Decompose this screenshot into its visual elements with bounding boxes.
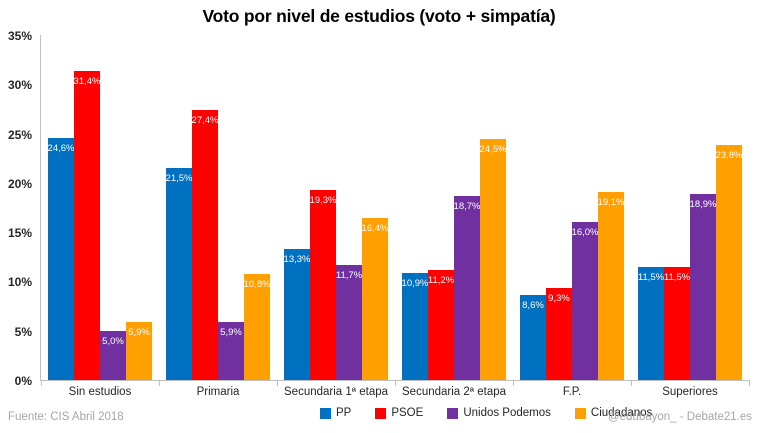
category-group: 8,6% 9,3% 16,0% 19,1% F.P. <box>513 35 631 398</box>
category-label: Secundaria 2ª etapa <box>402 386 506 398</box>
source-note: Fuente: CIS Abril 2018 <box>8 411 124 423</box>
x-axis-tick <box>513 380 514 386</box>
category-label: F.P. <box>562 386 582 398</box>
bar-unidos-podemos: 5,9% <box>218 321 244 380</box>
legend-label-psoe: PSOE <box>391 407 424 419</box>
bar-value-label: 5,0% <box>102 335 124 347</box>
bar-psoe: 19,3% <box>309 189 337 380</box>
category-group: 13,3% 19,3% 11,7% 16,4% Secundaria 1ª etapa <box>277 35 395 398</box>
bar-psoe: 31,4% <box>73 70 101 380</box>
bar-ciudadanos: 5,9% <box>126 321 152 380</box>
bar-value-label: 11,5% <box>637 271 665 283</box>
category-group: 10,9% 11,2% 18,7% 24,5% Secundaria 2ª etapa <box>395 35 513 398</box>
bar-pp: 10,9% <box>401 272 429 380</box>
bar-psoe: 27,4% <box>191 109 219 380</box>
bar-ciudadanos: 23,8% <box>716 145 742 380</box>
bar-value-label: 18,9% <box>689 198 717 210</box>
bar-value-label: 11,5% <box>663 271 691 283</box>
bar-value-label: 13,3% <box>283 253 311 265</box>
chart-title: Voto por nivel de estudios (voto + simpa… <box>202 6 556 26</box>
bar-value-label: 27,4% <box>191 114 219 126</box>
bar-value-label: 21,5% <box>165 173 193 185</box>
legend-swatch-ciudadanos <box>574 407 586 419</box>
bar-unidos-podemos: 16,0% <box>572 222 598 380</box>
legend-item-unidos-podemos: Unidos Podemos <box>447 407 551 419</box>
legend-label-unidos-podemos: Unidos Podemos <box>463 407 551 419</box>
bar-value-label: 24,5% <box>479 143 507 155</box>
bar-value-label: 9,3% <box>548 293 570 305</box>
x-axis-tick <box>749 380 750 386</box>
bar-value-label: 5,9% <box>220 326 242 338</box>
x-axis-tick <box>395 380 396 386</box>
bar-unidos-podemos: 5,0% <box>100 330 126 380</box>
legend-swatch-pp <box>320 407 331 419</box>
bar-pp: 21,5% <box>166 168 192 380</box>
legend-item-pp: PP <box>320 407 351 419</box>
category-group: 11,5% 11,5% 18,9% 23,8% Superiores <box>631 35 749 398</box>
x-axis-tick <box>277 380 278 386</box>
legend: PP PSOE Unidos Podemos Ciudadanos <box>320 407 652 419</box>
legend-label-ciudadanos: Ciudadanos <box>590 407 653 419</box>
y-tick-label: 20% <box>7 176 32 191</box>
bar-value-label: 19,1% <box>597 196 625 208</box>
bar-value-label: 23,8% <box>715 150 743 162</box>
bar-value-label: 5,9% <box>128 326 150 338</box>
bar-value-label: 10,9% <box>401 277 429 289</box>
category-group: 21,5% 27,4% 5,9% 10,8% Primaria <box>159 35 277 398</box>
bar-unidos-podemos: 11,7% <box>335 264 363 380</box>
bar-value-label: 19,3% <box>309 194 337 206</box>
bar-psoe: 9,3% <box>546 288 572 380</box>
y-tick-label: 5% <box>14 324 32 339</box>
y-tick-label: 10% <box>7 275 32 290</box>
legend-item-ciudadanos: Ciudadanos <box>574 407 653 419</box>
bar-pp: 11,5% <box>637 266 665 380</box>
category-label: Sin estudios <box>68 386 132 398</box>
bar-value-label: 16,4% <box>361 223 389 235</box>
bar-pp: 24,6% <box>47 137 75 380</box>
legend-swatch-psoe <box>375 407 387 419</box>
bar-value-label: 11,7% <box>335 269 363 281</box>
bar-ciudadanos: 19,1% <box>597 191 625 380</box>
bar-psoe: 11,5% <box>663 266 691 380</box>
bar-unidos-podemos: 18,9% <box>689 193 717 380</box>
bar-ciudadanos: 24,5% <box>479 138 507 380</box>
category-group: 24,6% 31,4% 5,0% 5,9% Sin estudios <box>41 35 159 398</box>
bar-value-label: 18,7% <box>453 200 481 212</box>
y-tick-label: 0% <box>14 374 32 388</box>
legend-label-pp: PP <box>336 407 352 419</box>
category-label: Primaria <box>196 386 240 398</box>
credit-note: @edubayon_ - Debate21.es <box>607 411 752 423</box>
x-axis-tick <box>631 380 632 386</box>
y-tick-label: 35% <box>7 29 32 43</box>
legend-item-psoe: PSOE <box>375 407 423 419</box>
category-label: Superiores <box>662 386 718 398</box>
bar-value-label: 11,2% <box>427 274 455 286</box>
bar-value-label: 10,8% <box>243 278 271 290</box>
bar-value-label: 8,6% <box>522 300 544 312</box>
y-tick-label: 15% <box>7 226 32 241</box>
y-axis: 0% 5% 10% 15% 20% 25% 30% 35% <box>0 29 34 388</box>
bar-pp: 13,3% <box>283 248 311 380</box>
bar-ciudadanos: 10,8% <box>243 273 271 380</box>
bar-pp: 8,6% <box>520 295 546 380</box>
bar-value-label: 31,4% <box>73 75 101 87</box>
bar-ciudadanos: 16,4% <box>362 218 388 380</box>
category-label: Secundaria 1ª etapa <box>284 386 388 398</box>
bar-unidos-podemos: 18,7% <box>453 195 481 380</box>
plot-area: 24,6% 31,4% 5,0% 5,9% Sin estudios 21,5% 27,4%… <box>40 35 750 398</box>
y-tick-label: 30% <box>7 78 32 93</box>
y-tick-label: 25% <box>7 127 32 142</box>
bar-psoe: 11,2% <box>427 269 455 380</box>
x-axis-tick <box>159 380 160 386</box>
bar-value-label: 24,6% <box>47 142 75 154</box>
x-axis-tick <box>41 380 42 386</box>
legend-swatch-unidos-podemos <box>447 407 459 419</box>
bar-value-label: 16,0% <box>571 227 599 239</box>
